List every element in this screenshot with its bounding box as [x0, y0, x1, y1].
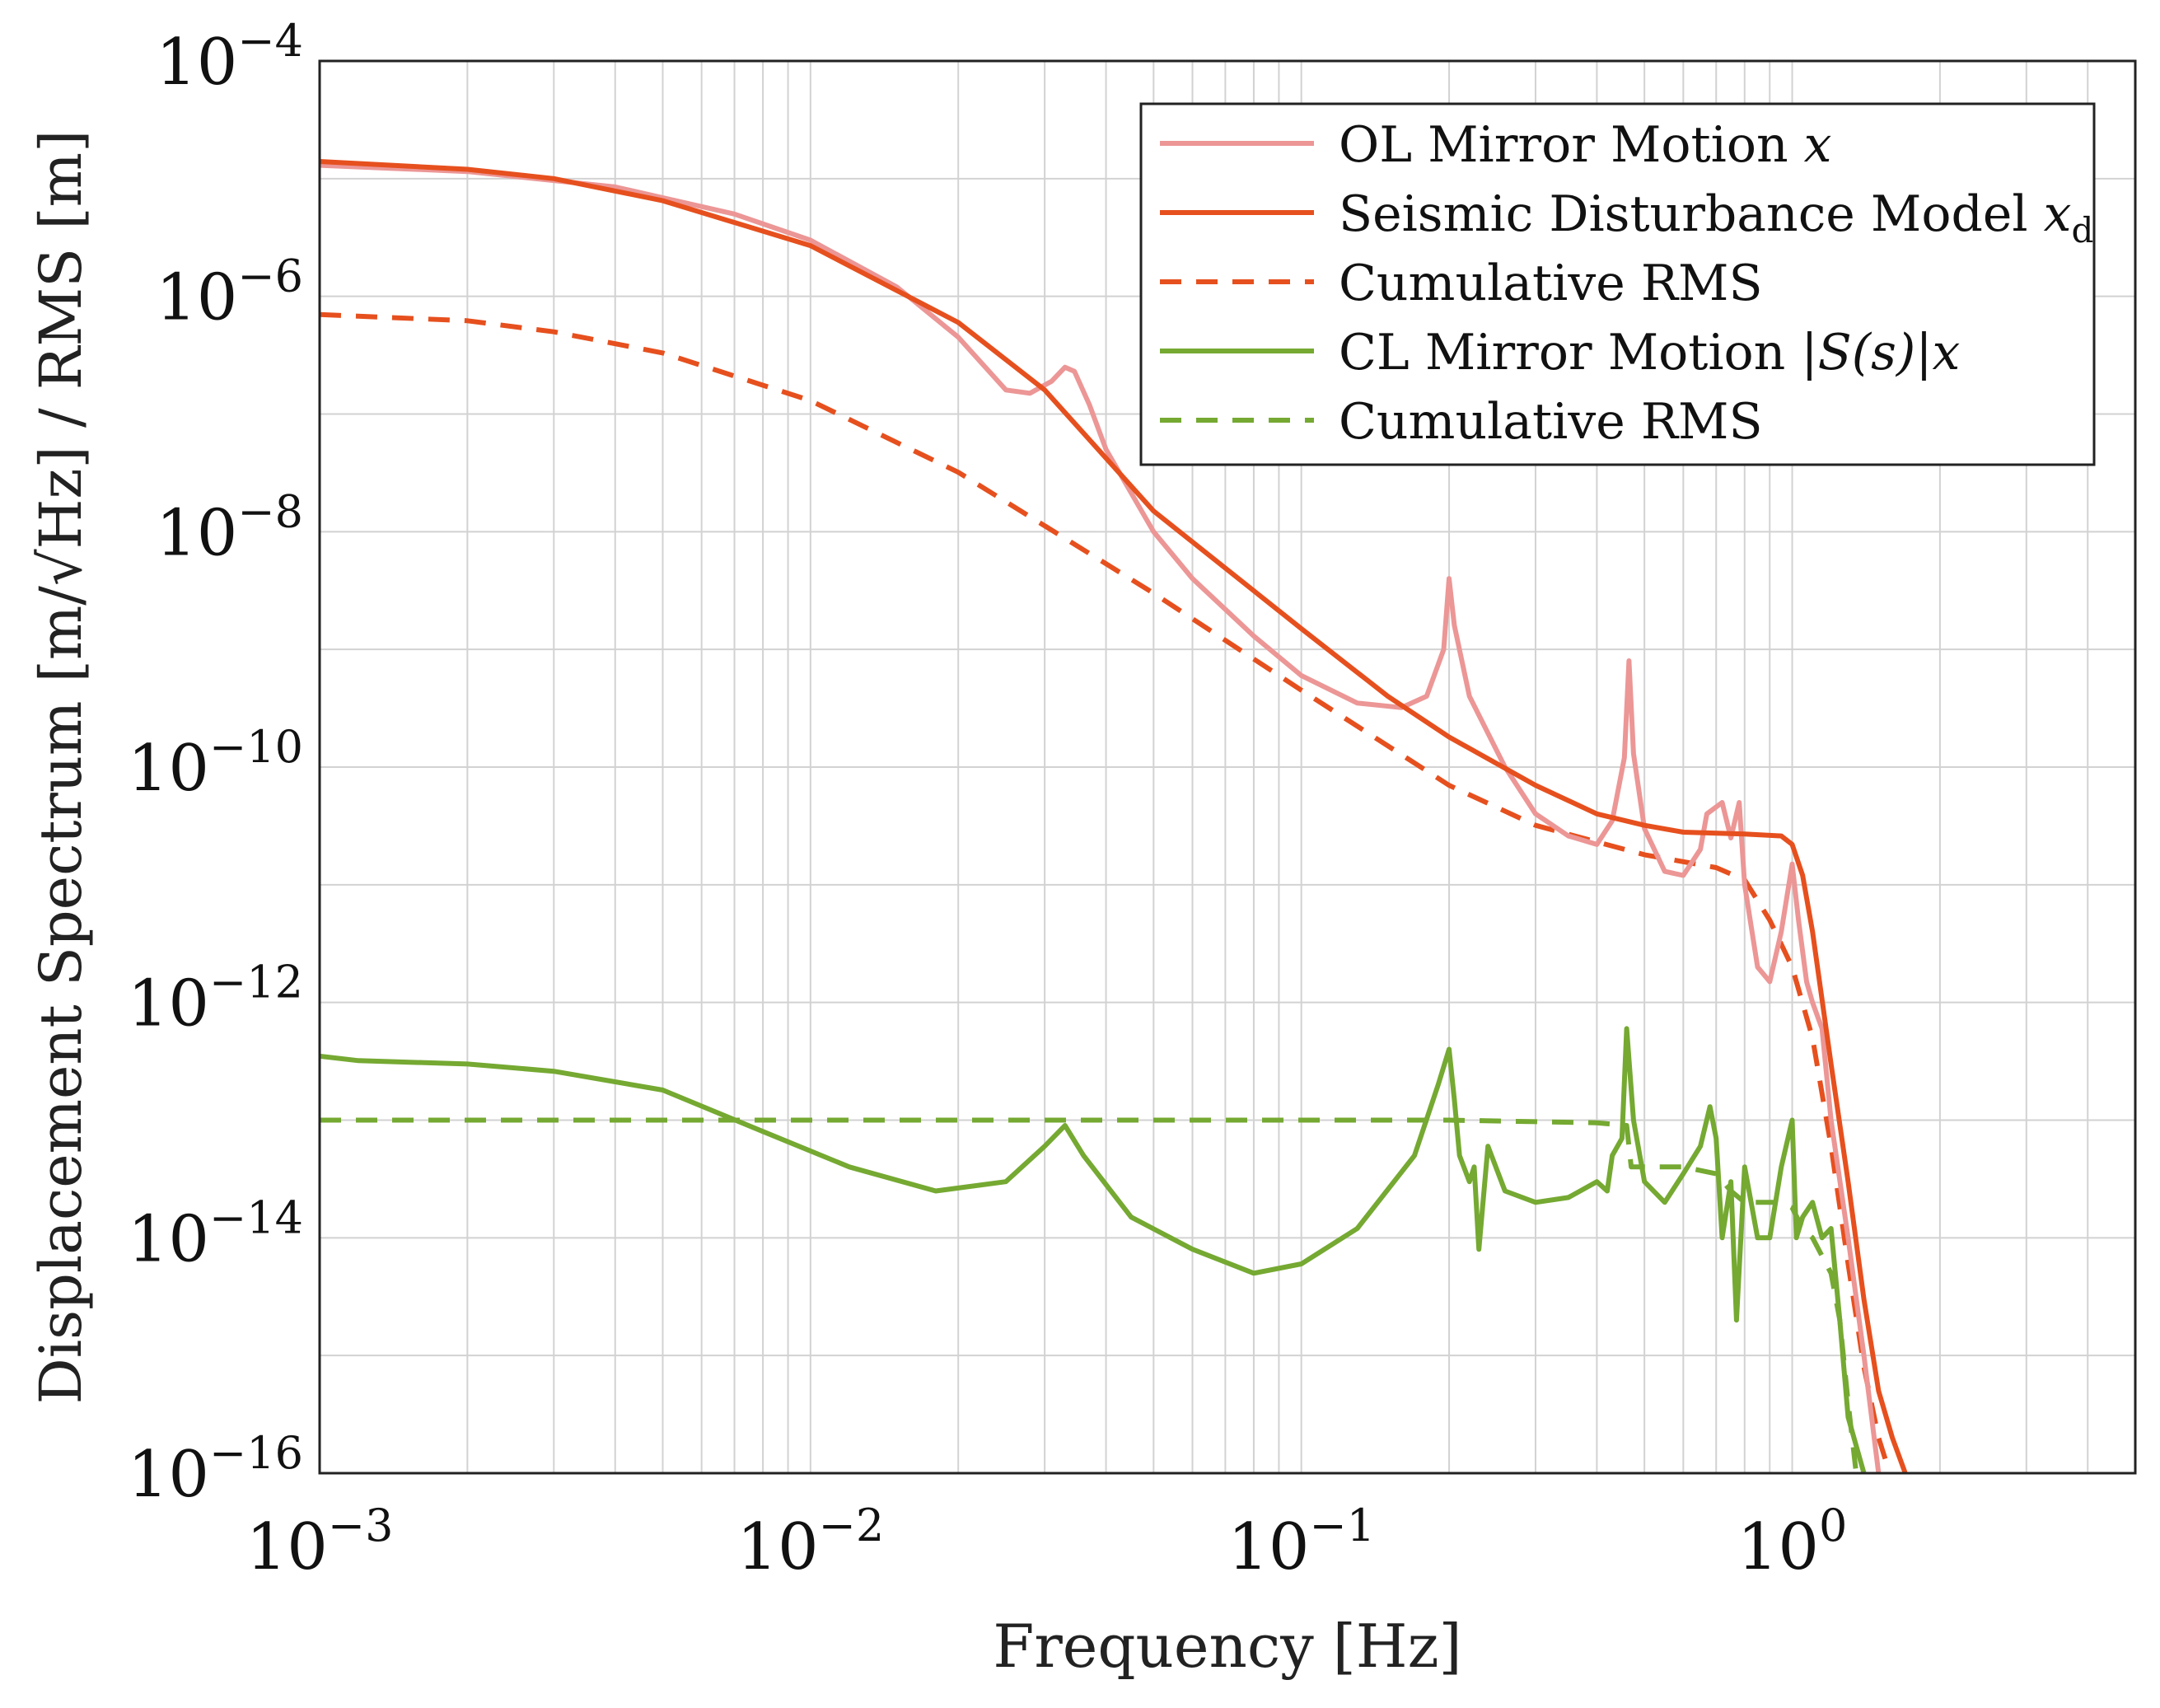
y-tick-label: 10−16	[128, 1427, 303, 1512]
legend-label: Cumulative RMS	[1339, 255, 1763, 312]
series-line-5	[320, 1117, 1859, 1473]
plot-frame	[318, 59, 2137, 1475]
y-tick-label: 10−4	[156, 15, 303, 100]
series-line-3	[320, 311, 1892, 1473]
x-tick-label: 10−3	[246, 1500, 394, 1584]
legend-label: Seismic Disturbance Model xd	[1339, 185, 2093, 250]
y-tick-label: 10−12	[128, 957, 303, 1041]
series-line-1	[320, 162, 1882, 1473]
x-axis-title: Frequency [Hz]	[993, 1612, 1461, 1681]
x-tick-label: 10−1	[1227, 1500, 1375, 1584]
legend-label: Cumulative RMS	[1339, 393, 1763, 451]
y-ticks: 10−4 10−6 10−8 10−10 10−12 10−14 10−16	[128, 15, 303, 1512]
series-line-4	[320, 1026, 1867, 1473]
y-tick-label: 10−14	[128, 1191, 303, 1276]
legend: OL Mirror Motion x Seismic Disturbance Mo…	[1139, 102, 2096, 466]
y-axis-title: Displacement Spectrum [m/√Hz] / RMS [m]	[27, 130, 95, 1405]
y-tick-label: 10−6	[156, 250, 303, 335]
legend-label: OL Mirror Motion x	[1339, 116, 1832, 174]
y-tick-label: 10−10	[128, 721, 303, 806]
x-ticks: 10−3 10−2 10−1 100	[246, 1500, 1848, 1584]
legend-label: CL Mirror Motion |S(s)|x	[1339, 324, 1960, 381]
series-layer	[320, 159, 1908, 1473]
legend-box	[1139, 102, 2096, 466]
y-tick-label: 10−8	[156, 485, 303, 570]
x-tick-label: 10−2	[736, 1500, 884, 1584]
series-line-2	[320, 159, 1908, 1473]
x-tick-label: 100	[1737, 1500, 1848, 1584]
